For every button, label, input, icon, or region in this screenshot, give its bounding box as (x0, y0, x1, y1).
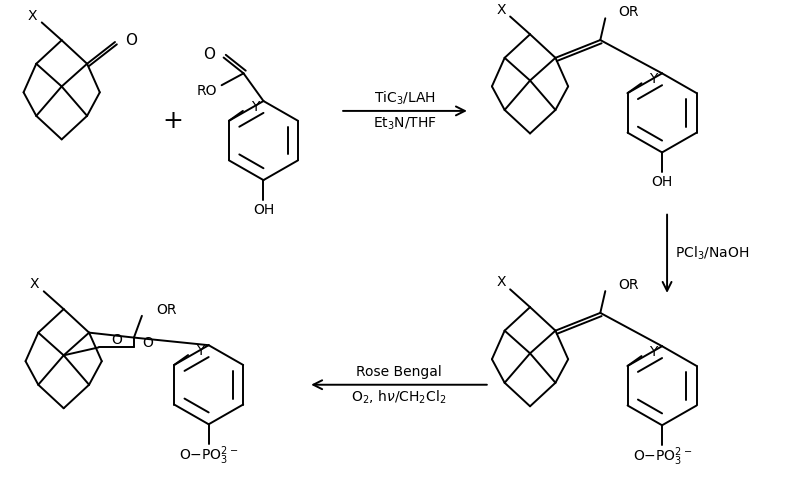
Text: OR: OR (156, 303, 176, 317)
Text: X: X (496, 275, 506, 289)
Text: Et$_3$N/THF: Et$_3$N/THF (373, 115, 437, 132)
Text: X: X (496, 2, 506, 16)
Text: +: + (162, 109, 183, 133)
Text: OR: OR (618, 278, 638, 292)
Text: OR: OR (618, 5, 638, 19)
Text: O$_2$, h$\nu$/CH$_2$Cl$_2$: O$_2$, h$\nu$/CH$_2$Cl$_2$ (351, 389, 446, 406)
Text: Y: Y (196, 344, 205, 358)
Text: RO: RO (196, 84, 217, 98)
Text: OH: OH (651, 175, 673, 189)
Text: X: X (30, 277, 39, 291)
Text: Y: Y (650, 345, 658, 359)
Text: PCl$_3$/NaOH: PCl$_3$/NaOH (675, 245, 750, 262)
Text: OH: OH (253, 203, 274, 217)
Text: O: O (202, 47, 214, 62)
Text: O: O (111, 332, 122, 346)
Text: X: X (28, 9, 38, 23)
Text: Y: Y (251, 100, 259, 114)
Text: TiC$_3$/LAH: TiC$_3$/LAH (374, 89, 436, 107)
Text: O$-$PO$_3^{2-}$: O$-$PO$_3^{2-}$ (179, 445, 238, 467)
Text: O: O (125, 32, 137, 47)
Text: O$-$PO$_3^{2-}$: O$-$PO$_3^{2-}$ (633, 446, 692, 468)
Text: O: O (142, 336, 153, 350)
Text: Y: Y (650, 72, 658, 86)
Text: Rose Bengal: Rose Bengal (356, 365, 442, 379)
